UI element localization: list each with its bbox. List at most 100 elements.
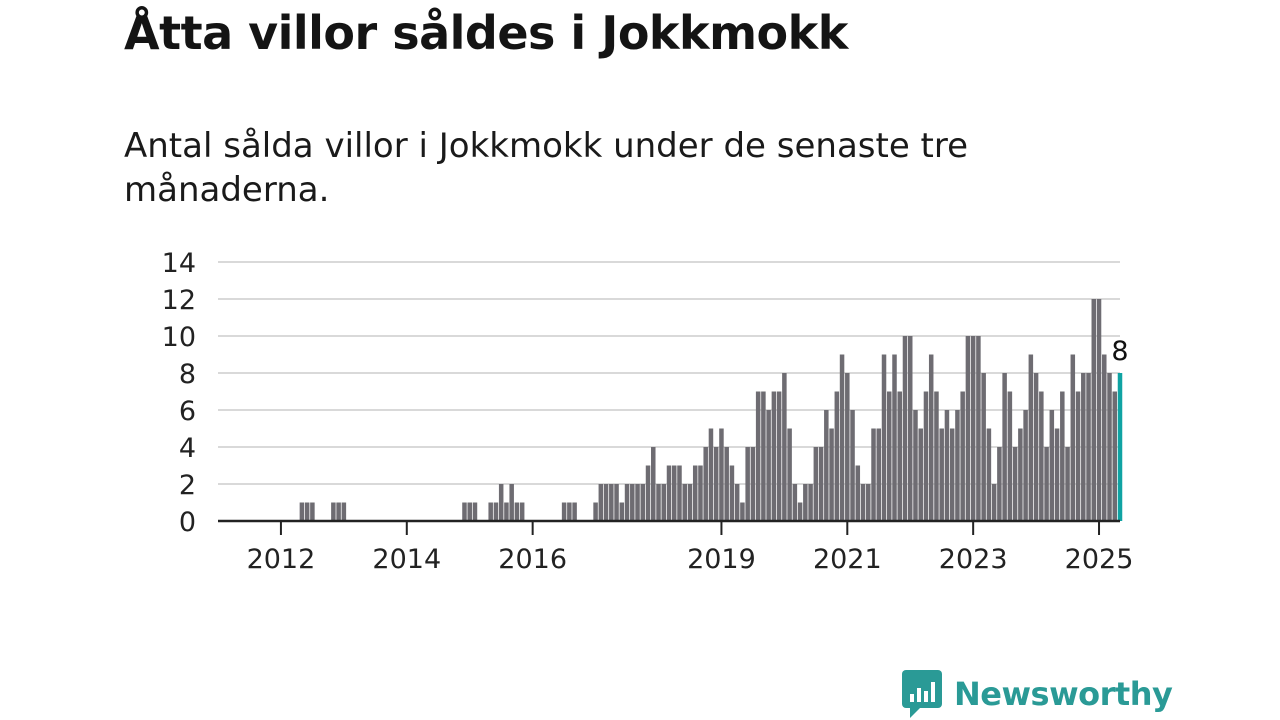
bar [976,336,981,521]
bar [1007,391,1013,521]
chart-title: Åtta villor såldes i Jokkmokk [124,6,848,60]
bar [755,391,761,521]
bar [719,428,724,521]
bar [514,502,520,521]
bar [934,391,939,521]
bar [876,428,882,521]
bar [598,484,604,521]
bar [692,465,698,521]
bar [1049,410,1055,521]
bar [1112,391,1118,521]
bar [336,502,341,521]
highlight-value-label: 8 [1111,336,1128,367]
newsworthy-logo: Newsworthy [902,670,1173,718]
bar [813,447,819,521]
bar [997,447,1002,521]
bar [713,447,719,521]
bar [939,428,944,521]
bar [766,410,771,521]
y-tick-label: 2 [179,470,196,501]
bar [897,391,902,521]
bar [640,484,646,521]
bar [803,484,808,521]
bar [913,410,918,521]
x-tick-label: 2016 [498,544,567,575]
y-tick-label: 10 [162,322,196,353]
bar [682,484,687,521]
x-tick-label: 2019 [687,544,756,575]
bar [771,391,777,521]
bar [509,484,514,521]
bar [818,447,824,521]
bar [630,484,635,521]
bar [991,484,997,521]
bar [567,502,572,521]
bar [792,484,798,521]
bar [761,391,766,521]
x-tick-label: 2023 [939,544,1008,575]
bar [498,484,504,521]
x-tick-label: 2025 [1065,544,1134,575]
bar [855,465,861,521]
bar [907,336,913,521]
bar [1054,428,1060,521]
bar [593,502,598,521]
bar [918,428,923,521]
annotations: 8 [1111,336,1128,367]
bar [866,484,871,521]
bar [850,410,855,521]
x-tick-label: 2014 [372,544,441,575]
bar [965,336,971,521]
bar [488,502,493,521]
y-tick-label: 4 [179,433,196,464]
bar [1044,447,1049,521]
bar [1018,428,1023,521]
bar [1096,299,1102,521]
bar [1033,373,1039,521]
bar [1070,354,1076,521]
bar [603,484,609,521]
bar [845,373,850,521]
bar [787,428,792,521]
bar [970,336,976,521]
bar [887,391,892,521]
bar [467,502,472,521]
bar [572,502,577,521]
bar [619,502,625,521]
bar [504,502,509,521]
x-axis-ticks: 2012 2014 2016 2019 2021 2023 2025 [247,521,1134,575]
bar [666,465,672,521]
bar [986,428,992,521]
bar [698,465,703,521]
bar [651,447,656,521]
bar [740,502,745,521]
bar [341,502,347,521]
bar [928,354,934,521]
bar [797,502,803,521]
bar [462,502,467,521]
bar [331,502,336,521]
bar [561,502,567,521]
y-tick-label: 12 [162,285,196,316]
bar-highlight [1117,373,1123,521]
bar [776,391,782,521]
bar [310,502,315,521]
y-tick-label: 14 [162,248,196,279]
x-tick-label: 2012 [247,544,316,575]
bar [750,447,756,521]
bar [703,447,708,521]
bar [1091,299,1097,521]
bar-chart: 0 2 4 6 8 10 12 14 2012 2014 2016 2019 2021 2023 2025… [162,248,1134,575]
bar [1086,373,1091,521]
bar [299,502,305,521]
bar [734,484,740,521]
bar [671,465,677,521]
chart-subtitle: Antal sålda villor i Jokkmokk under de s… [124,126,969,210]
bar [472,502,478,521]
bar [609,484,614,521]
bar [745,447,750,521]
bar [834,391,840,521]
bar [1039,391,1044,521]
bar [860,484,866,521]
bar [892,354,897,521]
